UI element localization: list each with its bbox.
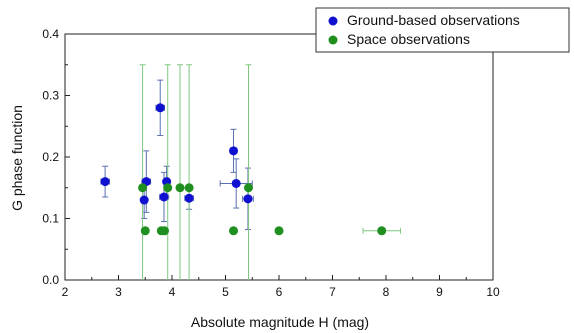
axis-layer: 2 3 4 5 6 7 8 9 10 0.0 0.1 0.2 0.3 0.4 bbox=[42, 27, 500, 299]
x-tick-label: 5 bbox=[222, 285, 229, 299]
ground-data-point bbox=[184, 193, 194, 203]
y-tick-label: 0.4 bbox=[42, 27, 59, 41]
y-tick-label: 0.0 bbox=[42, 273, 59, 287]
x-tick-label: 2 bbox=[62, 285, 69, 299]
ground-data-point bbox=[229, 146, 239, 156]
plot-frame bbox=[64, 33, 494, 281]
space-data-point bbox=[244, 183, 254, 193]
plot-area bbox=[64, 33, 494, 281]
space-data-point bbox=[138, 183, 148, 193]
legend-label-space: Space observations bbox=[347, 31, 470, 47]
y-axis-title: G phase function bbox=[9, 105, 25, 211]
space-data-point bbox=[175, 183, 185, 193]
marker-layer bbox=[100, 103, 387, 236]
y-tick-label: 0.2 bbox=[42, 150, 59, 164]
x-tick-label: 9 bbox=[436, 285, 443, 299]
ground-data-point bbox=[155, 103, 165, 113]
space-data-point bbox=[274, 226, 284, 236]
x-tick-label: 4 bbox=[169, 285, 176, 299]
ground-data-point bbox=[231, 178, 241, 188]
x-tick-label: 6 bbox=[276, 285, 283, 299]
x-tick-label: 8 bbox=[383, 285, 390, 299]
space-data-point bbox=[377, 226, 387, 236]
legend-marker-space bbox=[328, 35, 338, 45]
legend-label-ground: Ground-based observations bbox=[347, 12, 520, 28]
space-data-point bbox=[160, 226, 170, 236]
space-data-point bbox=[163, 183, 173, 193]
y-tick-label: 0.3 bbox=[42, 89, 59, 103]
space-data-point bbox=[184, 183, 194, 193]
ground-data-point bbox=[100, 177, 110, 187]
ground-data-point bbox=[243, 194, 253, 204]
ground-data-point bbox=[159, 192, 169, 202]
legend-box bbox=[315, 7, 570, 53]
x-axis-title: Absolute magnitude H (mag) bbox=[191, 314, 369, 330]
ground-data-point bbox=[139, 195, 149, 205]
legend-marker-ground bbox=[328, 16, 338, 26]
x-tick-label: 10 bbox=[486, 285, 500, 299]
legend: Ground-based observations Space observat… bbox=[315, 7, 570, 53]
error-bar-layer bbox=[100, 64, 401, 280]
space-data-point bbox=[229, 226, 239, 236]
y-tick-label: 0.1 bbox=[42, 212, 59, 226]
space-data-point bbox=[140, 226, 150, 236]
x-tick-label: 7 bbox=[329, 285, 336, 299]
x-tick-label: 3 bbox=[115, 285, 122, 299]
